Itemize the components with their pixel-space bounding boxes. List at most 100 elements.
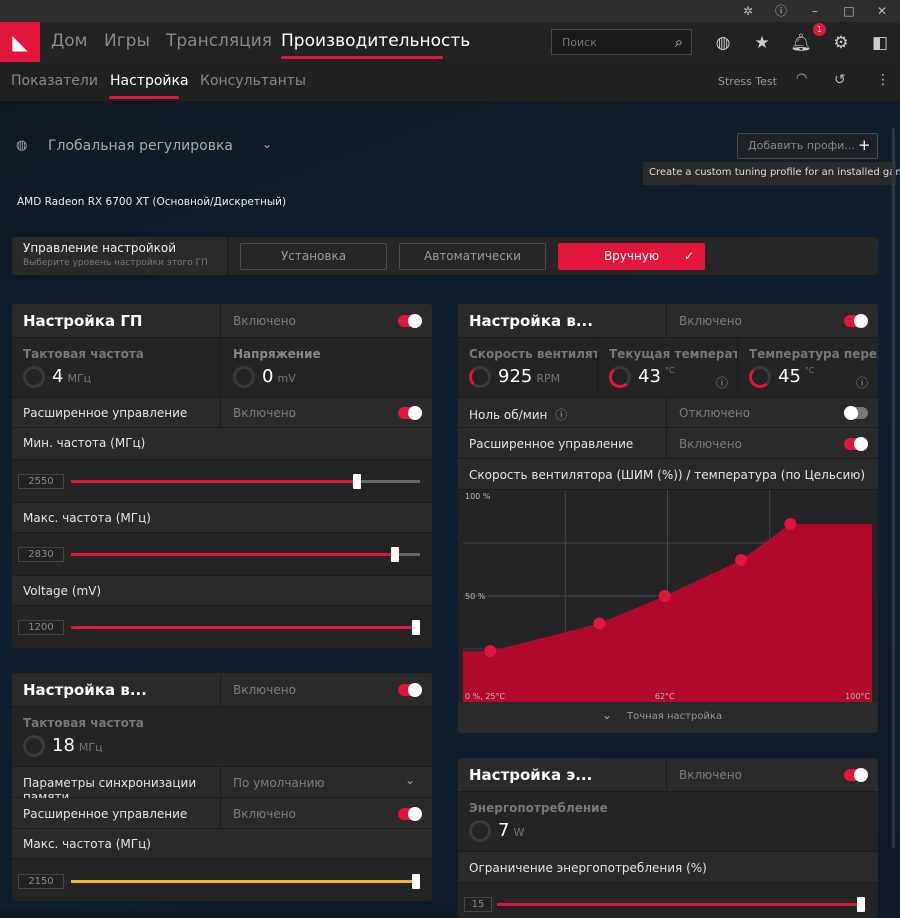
curve-point[interactable]	[593, 617, 606, 630]
chevron-down-icon[interactable]: ⌄	[602, 708, 613, 722]
search-icon[interactable]: ⌕	[674, 33, 684, 51]
curve-point[interactable]	[735, 553, 748, 566]
gpu-tuning-toggle[interactable]	[398, 314, 422, 328]
max-freq-label: Макс. частота (МГц)	[23, 511, 151, 525]
tuning-control-subtitle: Выберите уровень настройки этого ГП	[23, 258, 208, 268]
panel-title: Настройка э...	[469, 766, 593, 784]
min-freq-slider[interactable]	[71, 474, 420, 489]
vram-max-freq-input[interactable]: 2150	[18, 874, 64, 889]
min-freq-input[interactable]: 2550	[18, 474, 64, 489]
slider-fill	[71, 626, 420, 629]
preset-button[interactable]: Установка	[240, 243, 387, 270]
vram-tuning-toggle[interactable]	[398, 683, 422, 697]
chevron-down-icon[interactable]: ⌄	[262, 137, 273, 151]
gauge-icon	[609, 366, 631, 388]
help-icon[interactable]: ⓘ	[856, 376, 869, 390]
max-freq-input[interactable]: 2830	[18, 547, 64, 562]
x-tick-label: 100°C	[845, 692, 870, 701]
gauge-icon[interactable]: ◠	[796, 71, 808, 86]
metric-label: Энергопотребление	[469, 801, 608, 815]
gauge-icon	[469, 820, 491, 842]
profile-selector[interactable]: Глобальная регулировка	[48, 138, 233, 154]
slider-fill	[497, 903, 865, 906]
power-limit-slider[interactable]	[497, 897, 865, 912]
fan-tuning-panel: Настройка в... Включено Скорость вентиля…	[458, 304, 878, 733]
bell-icon[interactable]: 🔔︎	[790, 33, 812, 53]
minimize-icon[interactable]: –	[812, 4, 818, 18]
curve-point[interactable]	[484, 645, 497, 658]
slider-thumb[interactable]	[391, 547, 400, 562]
power-limit-input[interactable]: 15	[464, 897, 492, 912]
metric-label: Напряжение	[233, 347, 321, 361]
tab-metrics[interactable]: Показатели	[11, 73, 98, 89]
notification-badge: 1	[813, 23, 826, 36]
vram-max-freq-slider[interactable]	[71, 874, 420, 889]
slider-fill	[71, 880, 420, 883]
power-limit-label: Ограничение энергопотребления (%)	[469, 861, 707, 875]
more-icon[interactable]: ⋮	[876, 72, 890, 88]
add-profile-button[interactable]: Добавить профи... +	[737, 133, 878, 159]
star-icon[interactable]: ★	[754, 33, 770, 53]
curve-title: Скорость вентилятора (ШИМ (%)) / темпера…	[469, 468, 866, 482]
sidebar-toggle-icon[interactable]: ◧	[871, 33, 889, 53]
nav-games[interactable]: Игры	[104, 31, 150, 51]
state-label: Включено	[233, 807, 296, 821]
power-tuning-panel: Настройка э... Включено Энергопотреблени…	[458, 758, 878, 918]
metric-unit: W	[513, 826, 525, 839]
gear-icon[interactable]: ⚙	[833, 33, 849, 53]
tuning-control-row: Управление настройкой Выберите уровень н…	[12, 237, 878, 275]
title-bar: ✲ ⓘ – □ ✕	[0, 0, 900, 22]
slider-thumb[interactable]	[412, 874, 420, 889]
help-icon[interactable]: ⓘ	[716, 376, 729, 390]
nav-performance[interactable]: Производительность	[281, 31, 471, 51]
advanced-toggle[interactable]	[398, 807, 422, 821]
metric-value: 4	[52, 366, 64, 387]
scrollbar[interactable]	[892, 128, 895, 848]
close-icon[interactable]: ✕	[876, 4, 888, 18]
fan-curve-chart[interactable]: 100 % 50 % 0 %, 25°C 62°C 100°C	[463, 490, 872, 702]
tab-advisors[interactable]: Консультанты	[200, 73, 306, 89]
slider-thumb[interactable]	[857, 897, 865, 912]
nav-streaming[interactable]: Трансляция	[166, 31, 272, 51]
timing-dropdown[interactable]: По умолчанию	[233, 776, 325, 790]
max-freq-slider[interactable]	[71, 547, 420, 562]
nav-home[interactable]: Дом	[51, 31, 88, 51]
stress-test-button[interactable]: Stress Test	[718, 75, 777, 88]
chevron-down-icon[interactable]: ⌄	[405, 773, 416, 787]
state-label: Включено	[679, 437, 742, 451]
top-nav: ◣ Дом Игры Трансляция Производительность…	[0, 22, 900, 64]
maximize-icon[interactable]: □	[843, 4, 855, 18]
curve-point[interactable]	[658, 590, 671, 602]
advanced-label: Расширенное управление	[23, 406, 188, 420]
fine-tune-button[interactable]: Точная настройка	[627, 711, 723, 722]
globe-icon[interactable]: ◍	[715, 33, 731, 53]
advanced-toggle[interactable]	[398, 406, 422, 420]
globe-icon: ◍	[16, 138, 28, 153]
tuning-control-title: Управление настройкой	[23, 241, 177, 255]
slider-thumb[interactable]	[412, 620, 420, 635]
automatic-button[interactable]: Автоматически	[399, 243, 546, 270]
bug-icon[interactable]: ✲	[742, 4, 754, 18]
help-icon[interactable]: ⓘ	[555, 408, 568, 422]
metric-value: 7	[498, 820, 510, 841]
metric-unit: RPM	[536, 372, 561, 385]
voltage-slider[interactable]	[71, 620, 420, 635]
slider-thumb[interactable]	[352, 474, 361, 489]
fan-tuning-toggle[interactable]	[844, 314, 868, 328]
metric-label: Тактовая частота	[23, 716, 144, 730]
nav-active-indicator	[281, 56, 443, 59]
gauge-icon	[469, 366, 491, 388]
advanced-toggle[interactable]	[844, 437, 868, 451]
amd-logo[interactable]: ◣	[0, 22, 40, 62]
manual-button[interactable]: Вручную ✓	[558, 243, 705, 270]
search-input[interactable]	[551, 29, 692, 55]
voltage-input[interactable]: 1200	[18, 620, 64, 635]
zero-rpm-toggle[interactable]	[844, 406, 868, 420]
power-tuning-toggle[interactable]	[844, 768, 868, 782]
curve-point[interactable]	[784, 517, 797, 530]
reset-icon[interactable]: ↺	[834, 72, 846, 88]
metric-unit: °C	[664, 366, 675, 375]
help-icon[interactable]: ⓘ	[774, 4, 787, 18]
tab-tuning[interactable]: Настройка	[110, 73, 189, 89]
metric-unit: °C	[804, 366, 815, 375]
